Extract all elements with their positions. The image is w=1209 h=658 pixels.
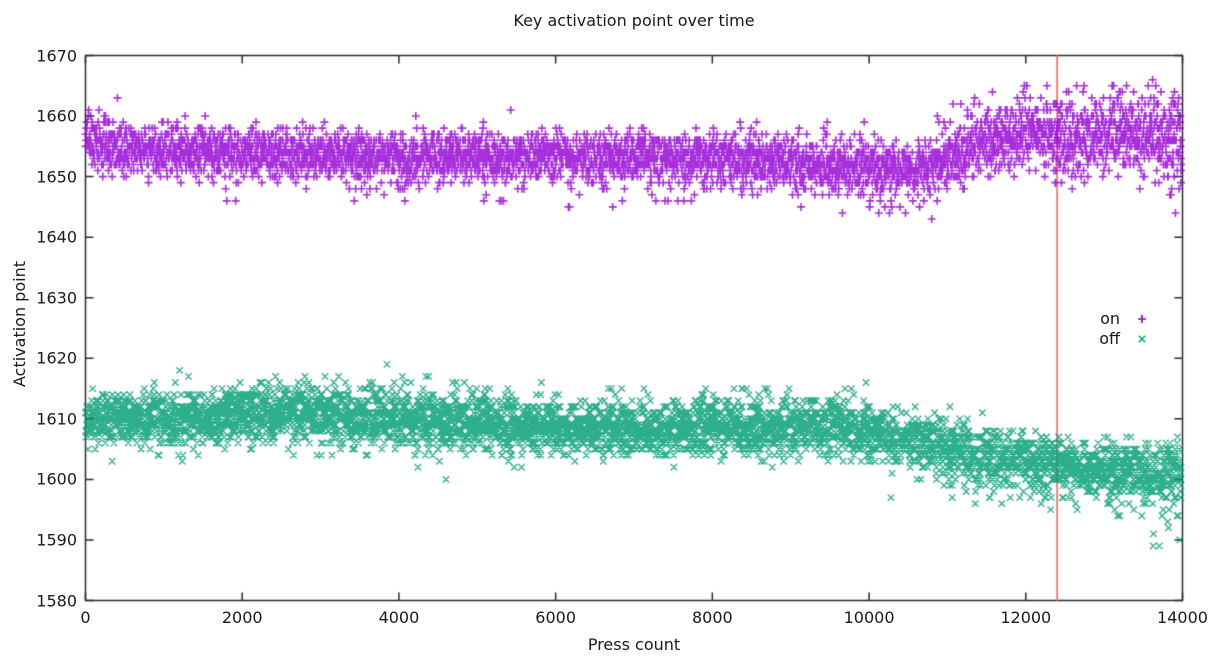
legend: on off bbox=[1040, 309, 1120, 349]
x-tick-label: 12000 bbox=[1000, 608, 1052, 627]
y-tick-label: 1590 bbox=[36, 530, 77, 550]
y-tick-label: 1580 bbox=[36, 591, 77, 610]
y-tick-label: 1620 bbox=[36, 348, 77, 368]
y-tick-label: 1610 bbox=[36, 409, 77, 429]
chart-title: Key activation point over time bbox=[513, 11, 755, 30]
legend-entry-on: on bbox=[1100, 309, 1120, 328]
x-tick-label: 6000 bbox=[535, 608, 576, 627]
x-tick-label: 10000 bbox=[843, 608, 895, 627]
legend-entry-off: off bbox=[1099, 329, 1120, 348]
x-axis-label: Press count bbox=[587, 635, 681, 654]
x-tick-label: 0 bbox=[80, 608, 91, 627]
y-tick-label: 1670 bbox=[36, 46, 77, 65]
y-axis-tick-labels: 1580 1590 1600 1610 1620 1630 1640 1650 1660 1670 bbox=[0, 0, 77, 658]
x-tick-label: 8000 bbox=[691, 608, 733, 627]
y-tick-label: 1640 bbox=[36, 227, 77, 247]
y-tick-label: 1660 bbox=[36, 106, 77, 126]
x-tick-label: 2000 bbox=[221, 608, 263, 627]
y-tick-label: 1630 bbox=[36, 288, 77, 308]
y-tick-label: 1650 bbox=[36, 167, 77, 187]
x-tick-label: 14000 bbox=[1157, 608, 1208, 627]
y-tick-label: 1600 bbox=[36, 469, 77, 489]
x-tick-label: 4000 bbox=[378, 608, 420, 627]
